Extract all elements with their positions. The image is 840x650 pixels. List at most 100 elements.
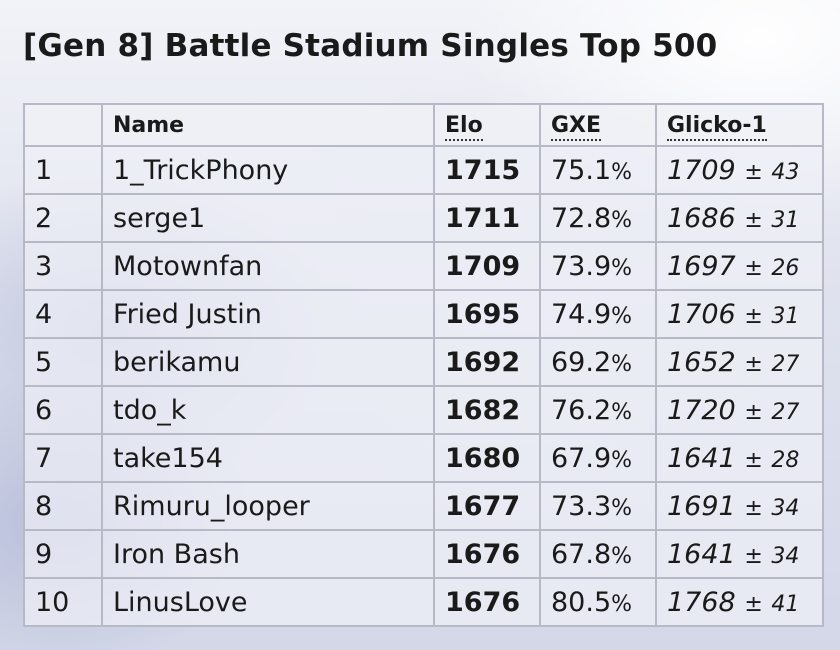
- table-row: 9 Iron Bash 1676 67.8% 1641 ± 34: [23, 529, 824, 579]
- glicko-plusminus: ±: [744, 159, 763, 185]
- glicko-cell: 1720 ± 27: [655, 385, 824, 435]
- gxe-unit: %: [611, 303, 633, 329]
- elo-cell: 1680: [433, 433, 541, 483]
- glicko-value: 1720: [667, 394, 736, 426]
- glicko-value: 1768: [667, 586, 736, 618]
- glicko-cell: 1709 ± 43: [655, 145, 824, 195]
- table-row: 8 Rimuru_looper 1677 73.3% 1691 ± 34: [23, 481, 824, 531]
- table-row: 4 Fried Justin 1695 74.9% 1706 ± 31: [23, 289, 824, 339]
- player-name-cell[interactable]: take154: [101, 433, 435, 483]
- rank-cell: 10: [23, 577, 103, 627]
- rank-cell: 6: [23, 385, 103, 435]
- gxe-unit: %: [611, 447, 633, 473]
- table-header-row: Name Elo GXE Glicko-1: [23, 103, 824, 147]
- glicko-plusminus: ±: [744, 351, 763, 377]
- gxe-value: 74.9: [551, 298, 612, 330]
- player-name-cell[interactable]: LinusLove: [101, 577, 435, 627]
- glicko-deviation: 31: [771, 207, 800, 233]
- name-header: Name: [101, 103, 435, 147]
- player-name-cell[interactable]: tdo_k: [101, 385, 435, 435]
- glicko-plusminus: ±: [744, 255, 763, 281]
- name-header-label: Name: [113, 112, 185, 138]
- elo-cell: 1682: [433, 385, 541, 435]
- gxe-cell: 73.9%: [539, 241, 657, 291]
- gxe-unit: %: [611, 591, 633, 617]
- gxe-cell: 72.8%: [539, 193, 657, 243]
- glicko-value: 1641: [667, 442, 736, 474]
- rank-cell: 3: [23, 241, 103, 291]
- table-row: 6 tdo_k 1682 76.2% 1720 ± 27: [23, 385, 824, 435]
- player-name-cell[interactable]: serge1: [101, 193, 435, 243]
- rank-cell: 9: [23, 529, 103, 579]
- glicko-header[interactable]: Glicko-1: [655, 103, 824, 147]
- player-name-cell[interactable]: Iron Bash: [101, 529, 435, 579]
- glicko-deviation: 26: [771, 255, 800, 281]
- table-row: 3 Motownfan 1709 73.9% 1697 ± 26: [23, 241, 824, 291]
- gxe-cell: 74.9%: [539, 289, 657, 339]
- glicko-deviation: 31: [771, 303, 800, 329]
- glicko-value: 1641: [667, 538, 736, 570]
- glicko-value: 1691: [667, 490, 736, 522]
- elo-cell: 1711: [433, 193, 541, 243]
- table-row: 1 1_TrickPhony 1715 75.1% 1709 ± 43: [23, 145, 824, 195]
- glicko-plusminus: ±: [744, 591, 763, 617]
- gxe-unit: %: [611, 207, 633, 233]
- player-name-cell[interactable]: Rimuru_looper: [101, 481, 435, 531]
- glicko-cell: 1686 ± 31: [655, 193, 824, 243]
- gxe-cell: 69.2%: [539, 337, 657, 387]
- glicko-value: 1706: [667, 298, 736, 330]
- elo-cell: 1676: [433, 577, 541, 627]
- gxe-unit: %: [611, 255, 633, 281]
- gxe-value: 76.2: [551, 394, 612, 426]
- elo-header[interactable]: Elo: [433, 103, 541, 147]
- glicko-value: 1652: [667, 346, 736, 378]
- gxe-unit: %: [611, 543, 633, 569]
- rank-cell: 8: [23, 481, 103, 531]
- gxe-unit: %: [611, 495, 633, 521]
- glicko-plusminus: ±: [744, 447, 763, 473]
- gxe-header[interactable]: GXE: [539, 103, 657, 147]
- player-name-cell[interactable]: Fried Justin: [101, 289, 435, 339]
- glicko-plusminus: ±: [744, 495, 763, 521]
- gxe-value: 72.8: [551, 202, 612, 234]
- page-title: [Gen 8] Battle Stadium Singles Top 500: [23, 28, 718, 64]
- player-name-cell[interactable]: berikamu: [101, 337, 435, 387]
- glicko-deviation: 34: [771, 543, 800, 569]
- gxe-value: 67.8: [551, 538, 612, 570]
- elo-cell: 1676: [433, 529, 541, 579]
- glicko-cell: 1641 ± 34: [655, 529, 824, 579]
- gxe-sort-link[interactable]: GXE: [551, 112, 602, 141]
- glicko-sort-link[interactable]: Glicko-1: [667, 112, 767, 141]
- glicko-deviation: 41: [771, 591, 800, 617]
- glicko-cell: 1697 ± 26: [655, 241, 824, 291]
- gxe-cell: 75.1%: [539, 145, 657, 195]
- glicko-cell: 1706 ± 31: [655, 289, 824, 339]
- player-name-cell[interactable]: Motownfan: [101, 241, 435, 291]
- gxe-value: 75.1: [551, 154, 612, 186]
- table-row: 2 serge1 1711 72.8% 1686 ± 31: [23, 193, 824, 243]
- glicko-deviation: 34: [771, 495, 800, 521]
- glicko-value: 1709: [667, 154, 736, 186]
- elo-cell: 1709: [433, 241, 541, 291]
- ladder-table: Name Elo GXE Glicko-1 1 1_TrickPhony 1715 7…: [23, 103, 824, 627]
- gxe-value: 69.2: [551, 346, 612, 378]
- rank-cell: 1: [23, 145, 103, 195]
- glicko-plusminus: ±: [744, 207, 763, 233]
- gxe-unit: %: [611, 159, 633, 185]
- elo-cell: 1677: [433, 481, 541, 531]
- gxe-cell: 76.2%: [539, 385, 657, 435]
- rank-cell: 7: [23, 433, 103, 483]
- glicko-value: 1686: [667, 202, 736, 234]
- rank-header: [23, 103, 103, 147]
- player-name-cell[interactable]: 1_TrickPhony: [101, 145, 435, 195]
- rank-cell: 5: [23, 337, 103, 387]
- elo-sort-link[interactable]: Elo: [445, 112, 483, 141]
- gxe-cell: 80.5%: [539, 577, 657, 627]
- elo-cell: 1692: [433, 337, 541, 387]
- gxe-cell: 73.3%: [539, 481, 657, 531]
- glicko-deviation: 28: [771, 447, 800, 473]
- gxe-unit: %: [611, 399, 633, 425]
- gxe-value: 67.9: [551, 442, 612, 474]
- ladder-body: 1 1_TrickPhony 1715 75.1% 1709 ± 43 2 serge1 17…: [23, 145, 824, 627]
- elo-cell: 1695: [433, 289, 541, 339]
